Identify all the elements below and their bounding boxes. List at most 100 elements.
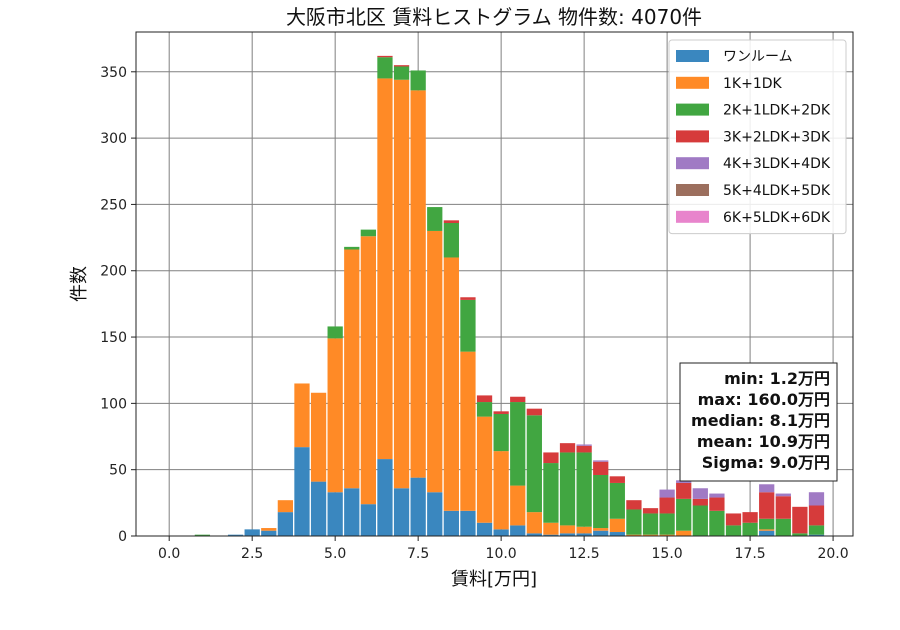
y-tick-label: 200: [100, 264, 127, 280]
bar-segment: [460, 510, 476, 536]
bar-segment: [261, 528, 277, 531]
bar-segment: [460, 299, 476, 352]
x-tick-label: 7.5: [407, 546, 429, 562]
bar-segment: [609, 518, 625, 533]
bar-segment: [493, 413, 509, 452]
bar-segment: [227, 534, 244, 536]
legend-swatch: [676, 157, 709, 170]
bar-segment: [327, 326, 343, 339]
bar-segment: [559, 525, 576, 534]
x-tick-label: 15.0: [652, 546, 683, 562]
bar-segment: [543, 522, 559, 535]
bar-segment: [709, 493, 725, 498]
bar-segment: [676, 498, 692, 531]
legend-swatch: [676, 184, 709, 196]
bar-segment: [725, 525, 742, 536]
bar-segment: [410, 70, 426, 91]
bar-segment: [510, 485, 526, 526]
bar-segment: [593, 528, 609, 531]
bar-segment: [792, 533, 808, 536]
x-tick-label: 17.5: [735, 546, 766, 562]
bar-segment: [759, 518, 775, 530]
bar-segment: [443, 222, 459, 258]
bar-segment: [775, 518, 791, 536]
bar-segment: [310, 481, 327, 536]
bar-segment: [443, 510, 459, 536]
bar-segment: [576, 526, 592, 534]
bar-segment: [476, 522, 493, 536]
bar-segment: [642, 513, 659, 535]
bar-segment: [327, 492, 343, 536]
bar-segment: [443, 220, 459, 223]
legend-label: 5K+4LDK+5DK: [723, 183, 831, 199]
plot-area: 0.0 2.5 5.0 7.5 10.0 12.5 15.0 17.5 20.0 0 50 100 15…: [100, 31, 854, 562]
y-tick-label: 150: [100, 330, 127, 346]
bar-segment: [476, 416, 493, 523]
legend-box: [668, 39, 847, 235]
legend-swatch: [676, 130, 709, 143]
bar-segment: [493, 411, 509, 414]
y-tick-label: 50: [109, 463, 127, 479]
bar-segment: [476, 395, 493, 403]
bar-segment: [360, 236, 376, 505]
bar-segment: [427, 230, 443, 493]
x-tick-label: 10.0: [486, 546, 517, 562]
bar-segment: [559, 452, 576, 526]
stats-line: median: 8.1万円: [691, 411, 830, 430]
bar-segment: [759, 492, 775, 519]
bar-segment: [493, 451, 509, 530]
bar-segment: [775, 496, 791, 519]
bar-segment: [493, 529, 509, 536]
bar-segment: [676, 480, 692, 483]
bar-segment: [576, 452, 592, 527]
bar-segment: [310, 392, 327, 482]
bar-segment: [377, 459, 393, 536]
bar-segment: [410, 90, 426, 478]
bar-segment: [377, 57, 393, 79]
bar-segment: [659, 513, 675, 535]
y-tick-label: 250: [100, 197, 127, 213]
bar-segment: [759, 530, 775, 536]
bar-segment: [808, 492, 825, 506]
legend-swatch: [676, 76, 709, 89]
bar-segment: [427, 207, 443, 231]
x-tick-label: 0.0: [158, 546, 180, 562]
bar-segment: [626, 500, 642, 510]
bar-segment: [559, 443, 576, 453]
bar-segment: [427, 492, 443, 536]
bar-segment: [476, 402, 493, 417]
x-axis-title: 賃料[万円]: [451, 569, 537, 590]
bar-segment: [642, 534, 659, 536]
bar-segment: [676, 530, 692, 536]
bar-segment: [792, 506, 808, 534]
bar-segment: [742, 522, 758, 536]
y-tick-label: 0: [118, 529, 127, 545]
stats-annotation: min: 1.2万円 max: 160.0万円 median: 8.1万円 mean:…: [679, 362, 838, 482]
bar-segment: [775, 493, 791, 497]
bar-segment: [526, 415, 542, 513]
bar-segment: [626, 534, 642, 536]
x-tick-label: 12.5: [569, 546, 600, 562]
bar-segment: [593, 530, 609, 536]
stats-line: mean: 10.9万円: [697, 432, 830, 451]
chart-title: 大阪市北区 賃料ヒストグラム 物件数: 4070件: [286, 5, 702, 29]
bar-segment: [244, 529, 260, 536]
legend-label: ワンルーム: [723, 49, 793, 65]
x-tick-label: 5.0: [324, 546, 346, 562]
stats-line: Sigma: 9.0万円: [702, 453, 830, 472]
bar-segment: [393, 66, 410, 80]
y-tick-label: 100: [100, 396, 127, 412]
y-axis-title: 件数: [69, 266, 90, 302]
bar-segment: [808, 534, 825, 536]
bar-segment: [277, 512, 294, 536]
legend-label: 3K+2LDK+3DK: [723, 129, 831, 145]
bar-segment: [543, 452, 559, 464]
y-tick-label: 350: [100, 65, 127, 81]
bar-segment: [410, 477, 426, 536]
bar-segment: [344, 249, 360, 489]
bar-segment: [759, 529, 775, 531]
stats-line: min: 1.2万円: [724, 369, 830, 388]
bar-segment: [676, 482, 692, 499]
legend-swatch: [676, 103, 709, 116]
